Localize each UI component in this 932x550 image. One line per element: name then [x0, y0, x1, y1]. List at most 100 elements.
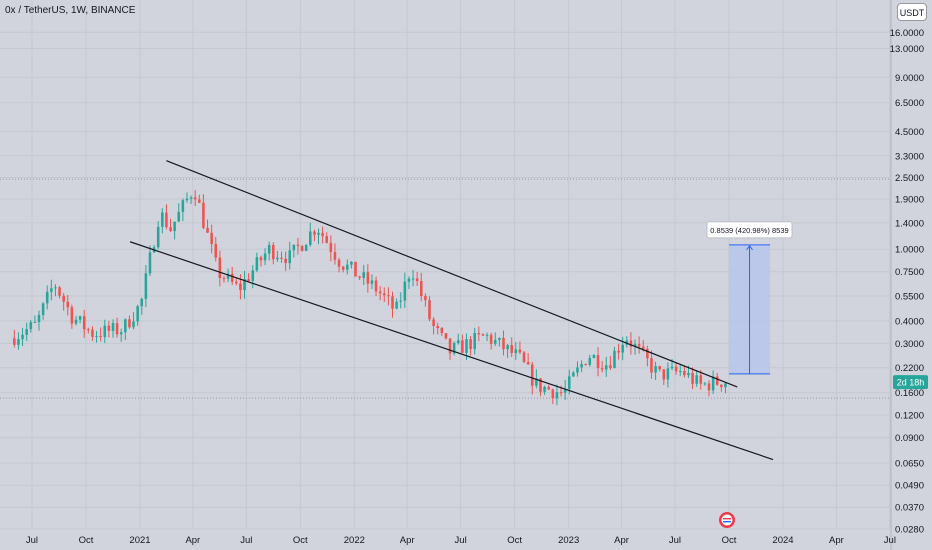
candle-body — [567, 376, 571, 389]
candle-body — [559, 392, 563, 394]
time-tick-label: Apr — [614, 535, 629, 546]
time-tick-label: Oct — [722, 535, 737, 546]
candle-body — [399, 300, 402, 302]
candle-body — [403, 281, 407, 301]
candle-body — [329, 242, 333, 253]
candle-body — [144, 273, 148, 299]
candle-body — [21, 334, 24, 340]
candle-body — [62, 295, 65, 302]
time-tick-label: Apr — [829, 535, 844, 546]
candle-body — [506, 345, 509, 350]
candle-body — [70, 307, 74, 324]
candle-body — [539, 378, 542, 392]
candle-body — [140, 298, 144, 307]
candle-body — [420, 280, 423, 296]
candle-body — [107, 325, 111, 331]
candle-body — [473, 333, 476, 350]
candle-body — [604, 365, 608, 370]
candle-body — [432, 319, 435, 326]
candle-body — [674, 366, 678, 372]
candle-body — [177, 211, 181, 222]
time-tick-label: 2022 — [344, 535, 365, 546]
price-tick-label: 13.0000 — [890, 44, 924, 55]
candle-body — [235, 281, 238, 284]
candle-body — [58, 287, 61, 296]
candle-body — [395, 301, 398, 309]
time-axis[interactable]: Jul Oct 2021 Apr Jul Oct 2022 Apr Jul Oct 2023 Apr J… — [26, 535, 896, 546]
candle-body — [366, 272, 370, 284]
candle-body — [654, 366, 657, 373]
candle-body — [251, 270, 255, 282]
candle-body — [543, 386, 546, 392]
channel-lower-line — [129, 241, 774, 461]
candle-body — [444, 333, 448, 339]
candle-body — [309, 231, 312, 245]
candle-body — [563, 388, 567, 393]
candle-body — [304, 244, 308, 251]
candle-body — [678, 370, 682, 372]
price-axis[interactable]: 16.0000 13.0000 9.0000 6.5000 4.5000 3.3000 2.… — [890, 28, 928, 536]
price-tick-label: 0.0490 — [895, 481, 924, 492]
candle-body — [387, 295, 390, 297]
candle-body — [415, 278, 419, 281]
time-tick-label: 2023 — [558, 535, 579, 546]
candle-body — [91, 329, 94, 337]
channel-lines[interactable] — [129, 160, 774, 461]
price-tick-label: 0.0650 — [895, 459, 924, 470]
price-tick-label: 0.4000 — [895, 316, 924, 327]
time-tick-label: Jul — [669, 535, 681, 546]
candle-body — [173, 221, 176, 231]
candle-body — [584, 364, 587, 366]
candle-body — [156, 226, 160, 248]
candle-body — [218, 257, 222, 278]
candle-body — [551, 389, 555, 399]
measure-label-box — [706, 221, 793, 239]
candle-body — [132, 321, 135, 328]
candle-body — [230, 273, 234, 282]
candle-body — [510, 345, 513, 354]
candle-body — [629, 340, 633, 347]
measure-label: 0.8539 (420.98%) 8539 — [710, 226, 788, 235]
measure-tool[interactable]: 0.8539 (420.98%) 8539 — [706, 221, 793, 375]
candle-body — [358, 276, 361, 278]
candle-body — [17, 339, 20, 345]
countdown-badge — [893, 375, 928, 390]
candle-body — [210, 232, 213, 245]
candle-body — [724, 383, 727, 388]
candle-body — [354, 261, 357, 277]
candle-body — [284, 258, 287, 264]
time-tick-label: Apr — [185, 535, 200, 546]
candle-body — [119, 332, 123, 335]
candle-body — [239, 283, 242, 291]
candle-body — [477, 333, 481, 335]
price-tick-label: 1.9000 — [895, 194, 924, 205]
candle-body — [572, 372, 575, 377]
price-tick-label: 3.3000 — [895, 151, 924, 162]
measure-arrow-head — [746, 245, 753, 251]
candle-body — [99, 335, 102, 338]
candle-body — [161, 212, 164, 227]
candle-body — [288, 250, 292, 264]
candle-body — [498, 337, 501, 340]
time-tick-label: 2021 — [129, 535, 150, 546]
candle-body — [502, 337, 505, 350]
candle-body — [715, 376, 719, 385]
time-tick-label: Jul — [884, 535, 896, 546]
candles — [13, 190, 727, 406]
price-tick-label: 0.3000 — [895, 339, 924, 350]
time-tick-label: Oct — [507, 535, 522, 546]
price-tick-label: 16.0000 — [890, 28, 924, 39]
candle-body — [124, 319, 127, 333]
candle-body — [50, 288, 53, 292]
candle-body — [193, 197, 197, 200]
candle-body — [720, 384, 723, 388]
price-tick-label: 6.5000 — [895, 98, 924, 109]
candle-body — [580, 364, 583, 368]
time-tick-label: Jul — [455, 535, 467, 546]
candle-body — [481, 334, 485, 336]
candle-body — [465, 339, 468, 353]
currency-button[interactable]: USDT — [897, 3, 927, 21]
candle-body — [596, 355, 600, 369]
